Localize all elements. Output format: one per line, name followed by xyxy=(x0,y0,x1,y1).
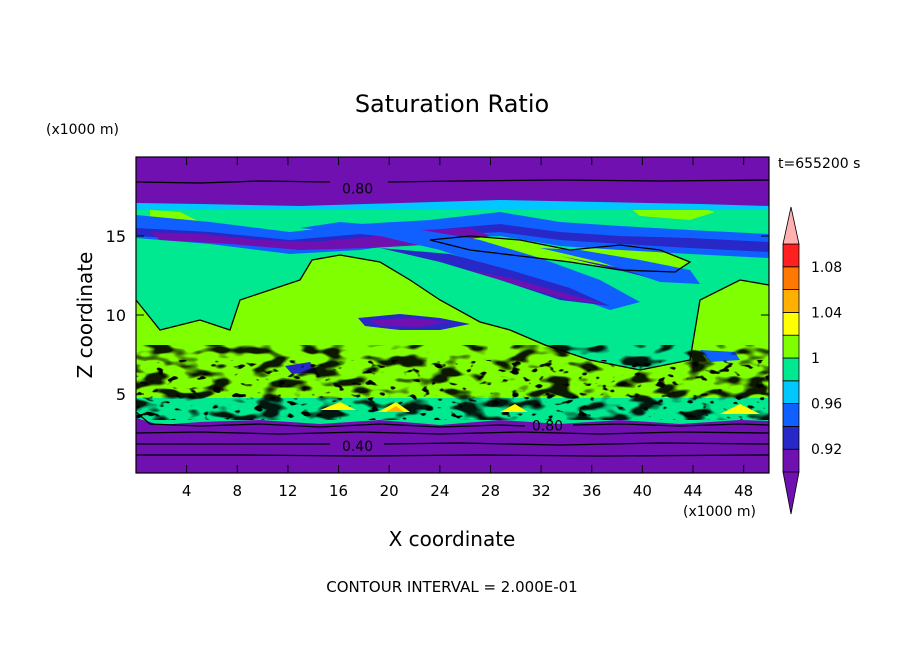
colorbar-over-arrow xyxy=(782,206,800,245)
x-tick-label: 40 xyxy=(633,482,652,500)
time-label: t=655200 s xyxy=(778,156,860,172)
x-tick-label: 32 xyxy=(532,482,551,500)
x-tick-label: 16 xyxy=(329,482,348,500)
colorbar-segment xyxy=(782,403,800,427)
x-tick-label: 28 xyxy=(481,482,500,500)
x-unit-label: (x1000 m) xyxy=(683,504,756,520)
x-tick-label: 12 xyxy=(278,482,297,500)
colorbar-segment xyxy=(782,425,800,450)
colorbar-segment xyxy=(782,311,800,336)
colorbar-tick-label: 1 xyxy=(811,351,820,367)
colorbar: 0.92 0.96 1 1.04 1.08 xyxy=(782,206,842,515)
colorbar-under-arrow xyxy=(782,471,800,515)
colorbar-tick-label: 1.08 xyxy=(811,260,842,276)
contour-label: 0.80 xyxy=(342,182,373,198)
x-axis-label: X coordinate xyxy=(389,527,516,551)
y-axis-label: Z coordinate xyxy=(73,252,97,379)
y-tick-label: 15 xyxy=(106,227,126,246)
colorbar-segment xyxy=(782,334,800,359)
x-tick-label: 48 xyxy=(734,482,753,500)
colorbar-tick-label: 1.04 xyxy=(811,305,842,321)
colorbar-segment xyxy=(782,448,800,473)
x-tick-label: 24 xyxy=(430,482,449,500)
contour-interval-footer: CONTOUR INTERVAL = 2.000E-01 xyxy=(326,578,577,596)
contour-label-layer: 0.80 0.80 0.40 xyxy=(342,182,563,456)
y-unit-label: (x1000 m) xyxy=(46,122,119,138)
x-tick-label: 36 xyxy=(582,482,601,500)
x-tick-label: 8 xyxy=(233,482,243,500)
contour-field: 0.80 0.80 0.40 xyxy=(136,157,769,473)
y-axis-ticks: 5 10 15 xyxy=(106,227,769,404)
x-tick-label: 4 xyxy=(182,482,192,500)
contour-label: 0.80 xyxy=(532,419,563,435)
y-tick-label: 5 xyxy=(116,385,126,404)
x-tick-label: 44 xyxy=(683,482,702,500)
colorbar-segment xyxy=(782,243,800,268)
colorbar-tick-label: 0.92 xyxy=(811,442,842,458)
x-axis-ticks: 4 8 12 16 20 24 28 32 36 40 44 48 xyxy=(182,157,753,500)
chart-title: Saturation Ratio xyxy=(355,90,549,118)
colorbar-segment xyxy=(782,266,800,290)
colorbar-segment xyxy=(782,380,800,404)
x-tick-label: 20 xyxy=(380,482,399,500)
contour-label: 0.40 xyxy=(342,439,373,455)
colorbar-tick-label: 0.96 xyxy=(811,397,842,413)
colorbar-segment xyxy=(782,357,800,382)
y-tick-label: 10 xyxy=(106,306,126,325)
colorbar-segment xyxy=(782,289,800,313)
